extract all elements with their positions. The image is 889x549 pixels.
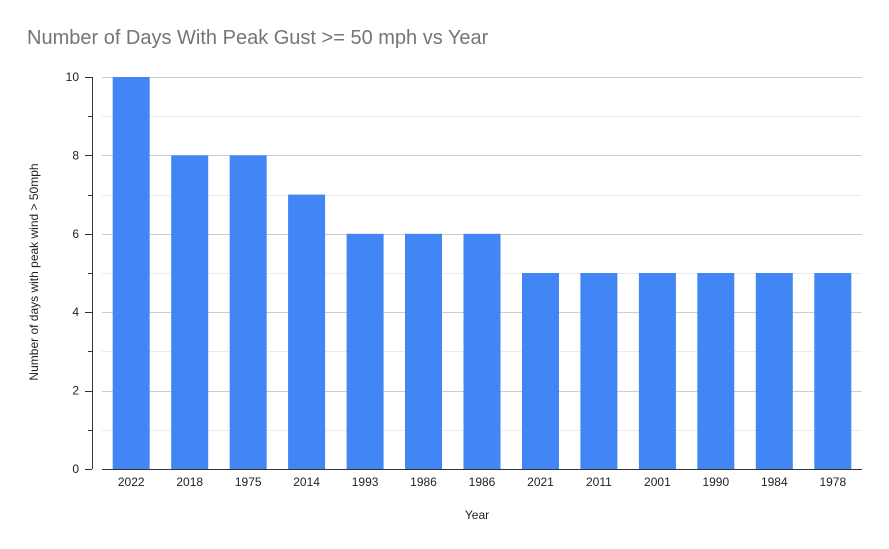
x-tick-label: 1978: [819, 475, 846, 489]
bar-2014-3: [288, 194, 326, 469]
x-tick-label: 2011: [586, 475, 612, 489]
x-tick-label: 2014: [293, 475, 320, 489]
bar-1986-5: [405, 233, 442, 469]
bar-1975-2: [229, 155, 267, 469]
bar-1984-11: [755, 273, 793, 469]
y-tick-label: 0: [72, 462, 79, 476]
y-tick-label: 2: [72, 384, 79, 398]
bars: [112, 77, 852, 469]
y-tick-label: 10: [66, 70, 80, 84]
x-tick-label: 1993: [352, 475, 379, 489]
bar-2021-7: [522, 273, 559, 469]
bar-2022-0: [112, 77, 150, 469]
x-tick-label: 2022: [118, 475, 145, 489]
bar-1993-4: [346, 233, 384, 469]
bar-1986-6: [463, 233, 501, 469]
x-tick-label: 1986: [410, 475, 437, 489]
x-tick-label: 2001: [644, 475, 671, 489]
y-tick-label: 8: [72, 148, 79, 162]
x-tick-label: 2018: [176, 475, 203, 489]
axes: [85, 77, 862, 470]
y-tick-label: 4: [72, 305, 79, 319]
x-axis-ticks: 2022 2018 1975 2014 1993 1986 1986 2021 2011 2001…: [118, 475, 847, 489]
bar-1978-12: [814, 273, 852, 469]
y-axis-ticks: 0 2 4 6 8 10: [66, 70, 80, 476]
x-tick-label: 2021: [527, 475, 554, 489]
y-axis-label: Number of days with peak wind > 50mph: [27, 163, 41, 380]
x-tick-label: 1990: [702, 475, 729, 489]
bar-2018-1: [171, 155, 209, 469]
x-axis-label: Year: [465, 508, 489, 522]
bar-2011-8: [580, 273, 618, 469]
bar-2001-9: [638, 273, 676, 469]
bar-1990-10: [697, 273, 735, 469]
y-tick-label: 6: [72, 227, 79, 241]
chart-title: Number of Days With Peak Gust >= 50 mph …: [27, 27, 489, 49]
x-tick-label: 1975: [235, 475, 262, 489]
x-tick-label: 1984: [761, 475, 788, 489]
x-tick-label: 1986: [469, 475, 496, 489]
